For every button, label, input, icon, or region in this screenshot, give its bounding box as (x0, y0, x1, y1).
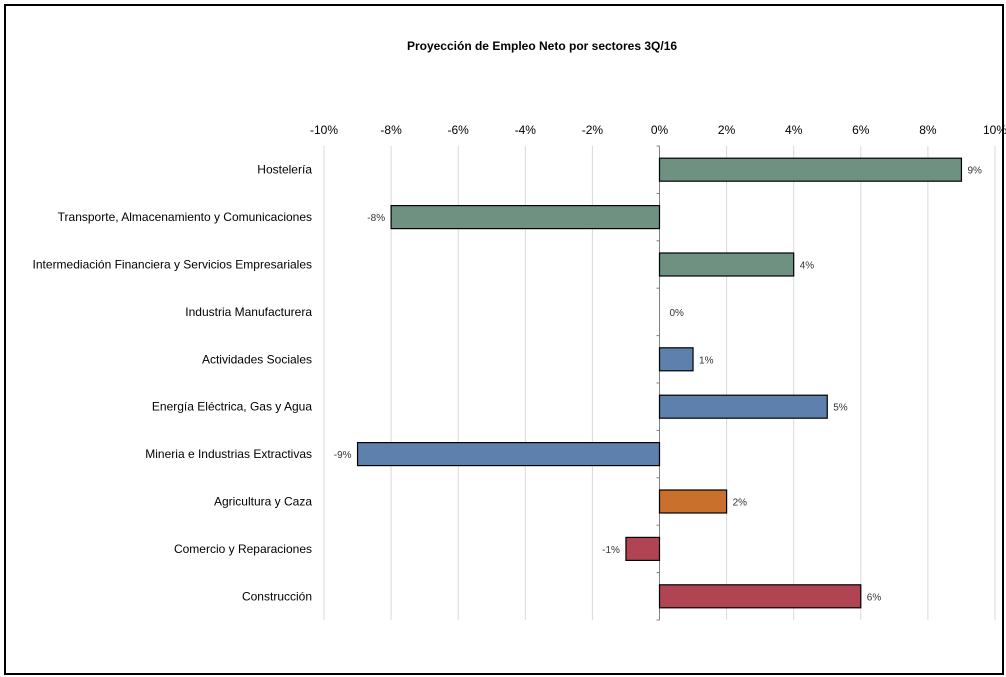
category-label: Energía Eléctrica, Gas y Agua (152, 400, 312, 414)
bar (658, 394, 828, 419)
chart-frame: Proyección de Empleo Neto por sectores 3… (4, 4, 1006, 675)
data-label: 4% (800, 261, 815, 272)
category-label: Transporte, Almacenamiento y Comunicacio… (58, 210, 312, 224)
chart-title: Proyección de Empleo Neto por sectores 3… (407, 39, 677, 53)
bar (658, 252, 795, 277)
x-tick-label: 4% (785, 123, 803, 137)
x-tick-label: -8% (380, 123, 402, 137)
x-tick-label: 2% (718, 123, 736, 137)
data-labels: 9% -8% 4% 0% 1% 5% -9% 2% -1% 6% (334, 166, 982, 604)
data-label: 6% (867, 592, 882, 603)
data-label: -9% (334, 450, 352, 461)
bar (390, 205, 661, 230)
x-tick-label: -2% (582, 123, 604, 137)
x-tick-label: 6% (852, 123, 870, 137)
data-label: 2% (733, 498, 748, 509)
bar (658, 157, 963, 182)
data-label: -1% (602, 545, 620, 556)
x-tick-label: -6% (448, 123, 470, 137)
x-tick-label: -10% (310, 123, 338, 137)
chart: Proyección de Empleo Neto por sectores 3… (33, 39, 1006, 621)
category-label: Actividades Sociales (202, 352, 312, 366)
bar (356, 442, 661, 467)
data-label: 5% (833, 403, 848, 414)
category-label: Hostelería (257, 163, 312, 177)
bar (625, 536, 661, 562)
category-label: Agricultura y Caza (214, 495, 312, 509)
data-label: 0% (670, 308, 685, 319)
x-tick-label: 10% (983, 123, 1006, 137)
x-tick-label: 0% (651, 123, 669, 137)
data-label: 1% (699, 355, 714, 366)
bar (658, 347, 694, 372)
category-label: Industria Manufacturera (185, 305, 312, 319)
category-labels: Hostelería Transporte, Almacenamiento y C… (33, 163, 313, 604)
x-axis-ticks: -10% -8% -6% -4% -2% 0% 2% 4% 6% 8% 10% (310, 123, 1006, 137)
bars (356, 157, 963, 609)
category-label: Intermediación Financiera y Servicios Em… (33, 258, 312, 272)
category-label: Construcción (242, 589, 312, 603)
data-label: -8% (367, 213, 385, 224)
x-tick-label: 8% (919, 123, 937, 137)
bar (658, 489, 728, 514)
data-label: 9% (967, 166, 982, 177)
x-tick-label: -4% (515, 123, 537, 137)
category-label: Mineria e Industrias Extractivas (145, 447, 312, 461)
category-label: Comercio y Reparaciones (174, 542, 312, 556)
bar (658, 584, 862, 609)
